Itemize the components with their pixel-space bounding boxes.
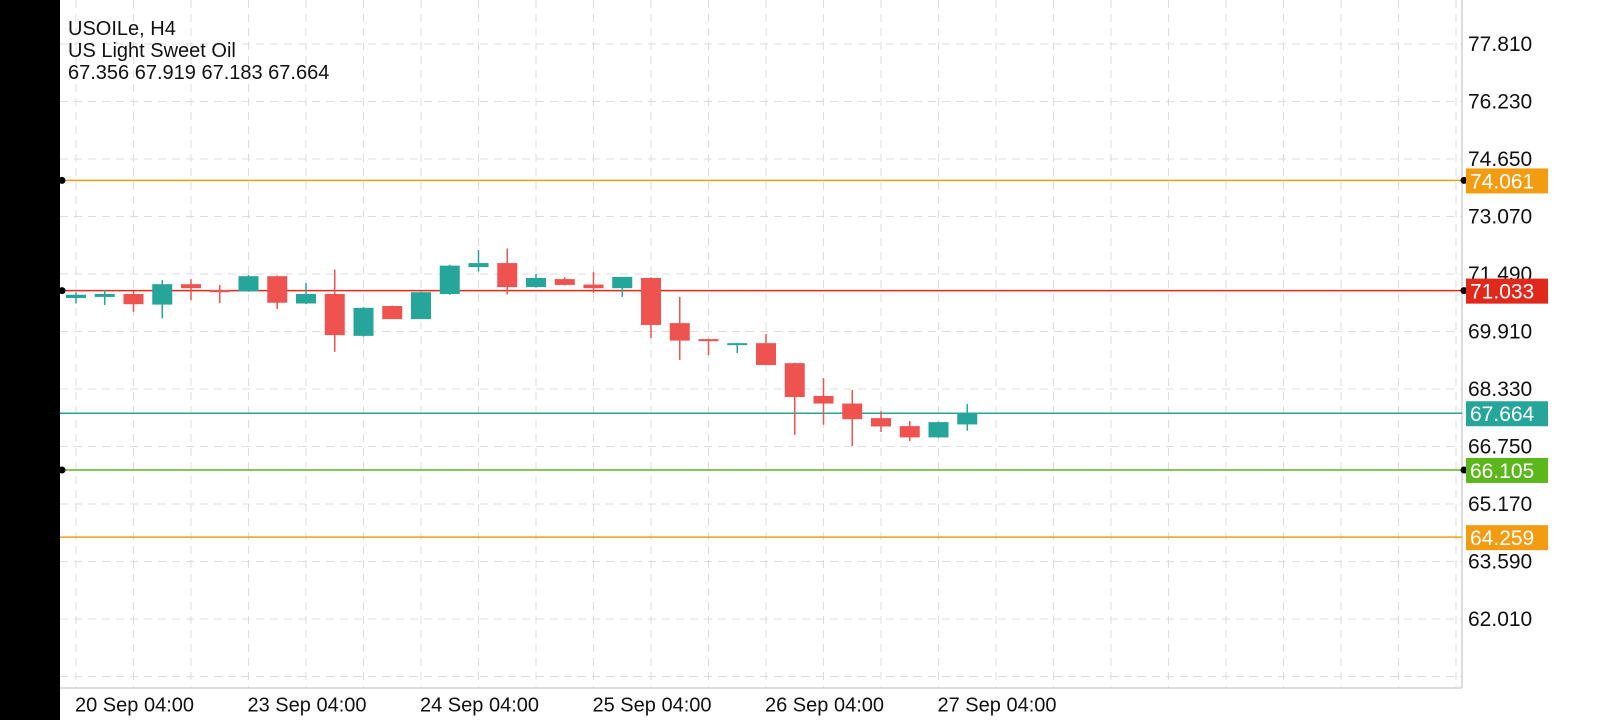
candle-body-bearish xyxy=(181,284,201,289)
price-axis-label: 63.590 xyxy=(1468,551,1532,574)
candle-body-bullish xyxy=(928,422,949,438)
price-level-tag-text: 64.259 xyxy=(1470,527,1534,550)
time-axis-label: 25 Sep 04:00 xyxy=(593,695,712,717)
level-handle-right[interactable] xyxy=(1460,466,1468,474)
candle-body-bearish xyxy=(756,343,776,365)
level-handle-left[interactable] xyxy=(58,176,66,184)
candle-body-bearish xyxy=(784,363,805,398)
price-level-tag xyxy=(1466,401,1548,427)
price-level-tag-text: 71.033 xyxy=(1470,281,1534,304)
candle-body-bearish xyxy=(842,403,863,420)
price-axis-label: 62.010 xyxy=(1468,608,1532,631)
candle-body-bullish xyxy=(353,307,374,336)
candle-body-bearish xyxy=(899,426,920,438)
ohlc-readout: 67.356 67.919 67.183 67.664 xyxy=(68,62,330,84)
candle-body-bullish xyxy=(411,292,431,320)
level-handle-left[interactable] xyxy=(58,466,66,474)
candle-body-bearish xyxy=(382,306,403,320)
candle-body-bullish xyxy=(152,284,173,305)
candle-body-bearish xyxy=(813,395,834,404)
price-level-tag-text: 74.061 xyxy=(1470,170,1534,193)
price-axis-label: 68.330 xyxy=(1468,378,1532,401)
price-axis-label: 69.910 xyxy=(1468,321,1532,344)
candle-body-bullish xyxy=(66,294,86,299)
price-level-tag xyxy=(1466,525,1548,551)
price-level-tag xyxy=(1466,278,1548,304)
candle-body-bullish xyxy=(238,276,259,292)
time-axis-label: 26 Sep 04:00 xyxy=(765,695,884,717)
candle-body-bearish xyxy=(123,294,144,305)
time-axis-label: 23 Sep 04:00 xyxy=(248,695,367,717)
price-axis-label: 65.170 xyxy=(1468,493,1532,516)
chart-header: USOILe, H4 US Light Sweet Oil 67.356 67.… xyxy=(68,18,329,84)
candle-body-bullish xyxy=(526,278,546,288)
price-axis-label: 66.750 xyxy=(1468,436,1532,459)
candle-body-bearish xyxy=(583,284,604,289)
candle-body-bearish xyxy=(871,418,891,427)
candle-body-bearish xyxy=(669,323,690,341)
level-handle-right[interactable] xyxy=(1460,287,1468,295)
candle-body-bearish xyxy=(267,276,288,303)
candle-body-bearish xyxy=(324,294,345,336)
symbol-description: US Light Sweet Oil xyxy=(68,40,236,62)
price-level-tag-text: 67.664 xyxy=(1470,403,1535,426)
time-axis-label: 20 Sep 04:00 xyxy=(75,695,194,717)
candle-body-bearish xyxy=(641,278,661,325)
candle-body-bearish xyxy=(209,290,230,293)
price-axis-label: 76.230 xyxy=(1468,91,1532,114)
level-handle-left[interactable] xyxy=(58,287,66,295)
left-sidebar-strip xyxy=(0,0,60,720)
time-axis-label: 27 Sep 04:00 xyxy=(938,695,1057,717)
candle-body-bullish xyxy=(612,276,633,289)
price-axis-label: 74.650 xyxy=(1468,148,1532,171)
candle-body-bearish xyxy=(698,339,719,342)
candle-body-bullish xyxy=(468,263,489,268)
price-axis-label: 77.810 xyxy=(1468,33,1532,56)
candle-body-bearish xyxy=(554,279,575,285)
level-handle-right[interactable] xyxy=(1460,176,1468,184)
price-axis-label: 73.070 xyxy=(1468,206,1532,229)
price-level-tag xyxy=(1466,168,1548,194)
candle-body-bullish xyxy=(94,294,115,297)
time-axis-label: 24 Sep 04:00 xyxy=(420,695,539,717)
candle-body-bullish xyxy=(296,294,316,304)
candle-body-bearish xyxy=(497,263,518,288)
price-level-tag-text: 66.105 xyxy=(1470,460,1534,483)
candle-body-bullish xyxy=(957,413,978,425)
candle-body-bullish xyxy=(727,343,748,346)
price-level-tag xyxy=(1466,457,1548,483)
symbol-timeframe: USOILe, H4 xyxy=(68,18,176,40)
candle-body-bullish xyxy=(439,265,460,295)
